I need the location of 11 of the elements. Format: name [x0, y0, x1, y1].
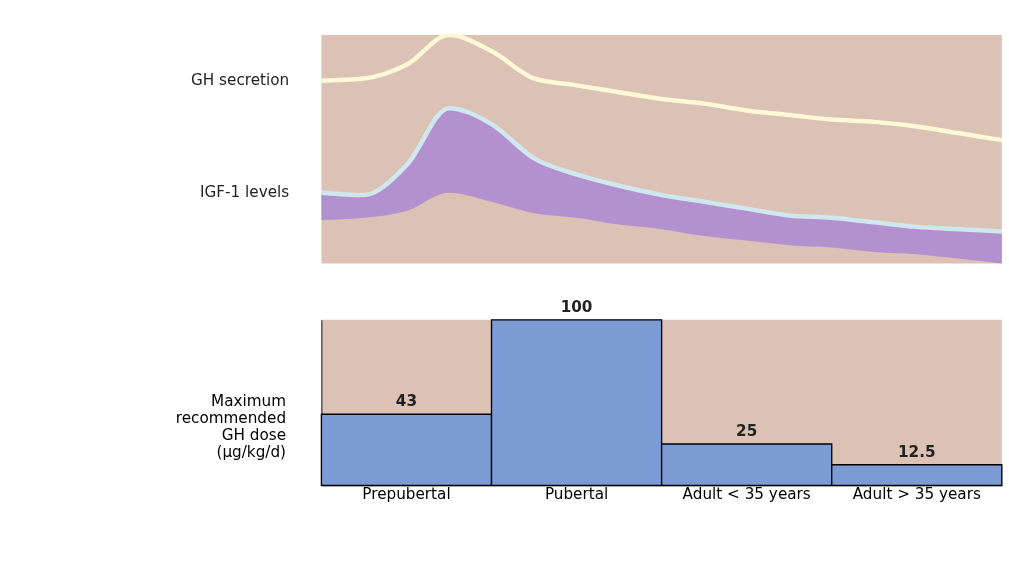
data-label: 25 — [736, 421, 758, 440]
data-label: 12.5 — [898, 442, 936, 461]
x-tick-label: Pubertal — [544, 485, 609, 504]
data-label: 43 — [395, 392, 418, 411]
x-tick-label: Adult < 35 years — [682, 485, 811, 504]
x-tick-label: Adult > 35 years — [852, 485, 981, 504]
y-axis-title: Maximum recommended GH dose (μg/kg/d) — [175, 392, 287, 462]
text: GH secretion — [191, 71, 290, 90]
data-label: 100 — [560, 297, 593, 316]
x-tick-label: Prepubertal — [362, 485, 451, 504]
text: IGF-1 levels — [200, 183, 290, 202]
